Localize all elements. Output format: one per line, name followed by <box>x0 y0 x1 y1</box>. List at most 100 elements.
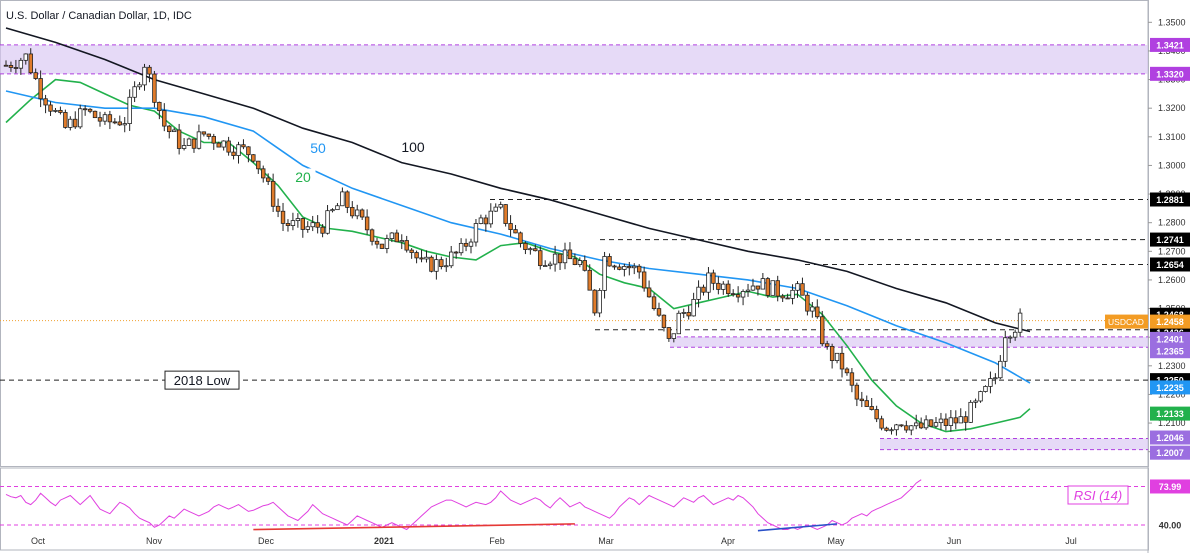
ma-label-bg <box>305 139 331 158</box>
candle-body <box>221 140 226 148</box>
candle-body <box>859 398 865 402</box>
candle-body <box>498 204 503 208</box>
x-tick-label: Apr <box>721 536 735 546</box>
candle-body <box>627 266 632 269</box>
candle-body <box>538 250 543 267</box>
moving-averages: 50 20 100 <box>5 27 1031 433</box>
y-tick-label: 1.3100 <box>1158 132 1186 142</box>
candle-body <box>834 352 840 361</box>
candle-body <box>458 242 464 254</box>
symbol-label: USDCAD <box>1108 317 1144 327</box>
level-price-tag <box>1150 445 1190 460</box>
ma-line-20 <box>5 78 1031 433</box>
level-price-tag <box>1150 406 1190 421</box>
candle-body <box>453 251 459 254</box>
x-tick-label: Oct <box>31 536 46 546</box>
candle-body <box>854 384 860 400</box>
candle-body <box>641 271 647 289</box>
ma-label-100: 100 <box>401 139 425 155</box>
candle-body <box>132 86 137 98</box>
candle-body <box>879 418 884 429</box>
candle-body <box>1008 336 1013 339</box>
candle-body <box>340 191 345 207</box>
candle-body <box>646 287 652 298</box>
candle-body <box>53 109 58 112</box>
candle-body <box>251 154 256 162</box>
candle-body <box>1003 337 1008 362</box>
candle-body <box>602 256 607 291</box>
candle-body <box>894 424 899 431</box>
candle-body <box>671 333 677 339</box>
candle-body <box>745 289 751 292</box>
candle-body <box>157 101 162 112</box>
candle-body <box>824 343 830 347</box>
candle-body <box>810 306 815 312</box>
y-tick-label: 1.2600 <box>1158 275 1186 285</box>
candle-body <box>394 232 400 243</box>
candle-body <box>740 291 746 298</box>
candle-body <box>716 282 721 290</box>
candle-body <box>13 67 19 69</box>
level-price-label: 1.2133 <box>1156 409 1184 419</box>
candle-body <box>236 144 241 156</box>
candle-body <box>735 294 741 298</box>
candle-body <box>82 108 88 111</box>
candle-body <box>196 131 202 149</box>
candle-body <box>829 345 835 361</box>
candle-body <box>750 285 756 291</box>
x-tick-label: May <box>827 536 845 546</box>
candle-body <box>928 419 934 427</box>
last-price-tag <box>1150 314 1190 329</box>
candle-body <box>78 108 83 128</box>
candle-body <box>181 145 187 149</box>
candle-body <box>261 168 266 179</box>
candle-body <box>993 377 998 380</box>
plot-background <box>0 0 1149 553</box>
candle-body <box>958 416 963 424</box>
level-price-tag <box>1150 257 1190 272</box>
candle-body <box>636 265 642 273</box>
candle-body <box>478 217 484 224</box>
candle-body <box>359 209 365 218</box>
price-zone <box>0 44 1148 74</box>
candle-body <box>449 251 454 267</box>
candle-body <box>265 177 271 182</box>
candle-body <box>765 278 771 296</box>
candle-body <box>275 205 281 212</box>
candle-body <box>3 64 9 67</box>
candle-body <box>988 378 993 387</box>
candle-body <box>117 121 122 126</box>
candle-body <box>335 205 340 211</box>
candle-body <box>651 296 657 310</box>
candle-body <box>444 265 449 268</box>
candle-body <box>473 223 479 243</box>
candle-body <box>730 293 736 296</box>
candle-body <box>424 256 429 260</box>
candle-body <box>350 207 355 217</box>
candle-body <box>167 125 172 133</box>
candle-body <box>543 265 548 267</box>
candle-body <box>691 298 696 317</box>
candle-body <box>43 98 48 106</box>
candle-body <box>389 232 395 239</box>
candle-body <box>696 286 701 300</box>
candle-body <box>577 260 583 265</box>
candle-body <box>256 160 261 170</box>
candle-body <box>800 283 805 296</box>
candle-body <box>864 400 869 407</box>
candle-body <box>419 257 424 260</box>
candle-body <box>176 129 182 149</box>
rsi-level-label: 40.00 <box>1159 521 1182 531</box>
candle-body <box>18 59 24 69</box>
ma-line-50 <box>5 90 1031 384</box>
candle-body <box>295 218 301 222</box>
candle-body <box>998 360 1003 379</box>
rsi-label: RSI (14) <box>1074 488 1122 503</box>
candle-body <box>973 400 978 403</box>
candle-body <box>706 272 711 293</box>
price-zone <box>670 336 1148 348</box>
rsi-panel: RSI (14) <box>0 479 1148 532</box>
candle-body <box>285 223 291 226</box>
candle-body <box>815 306 820 318</box>
